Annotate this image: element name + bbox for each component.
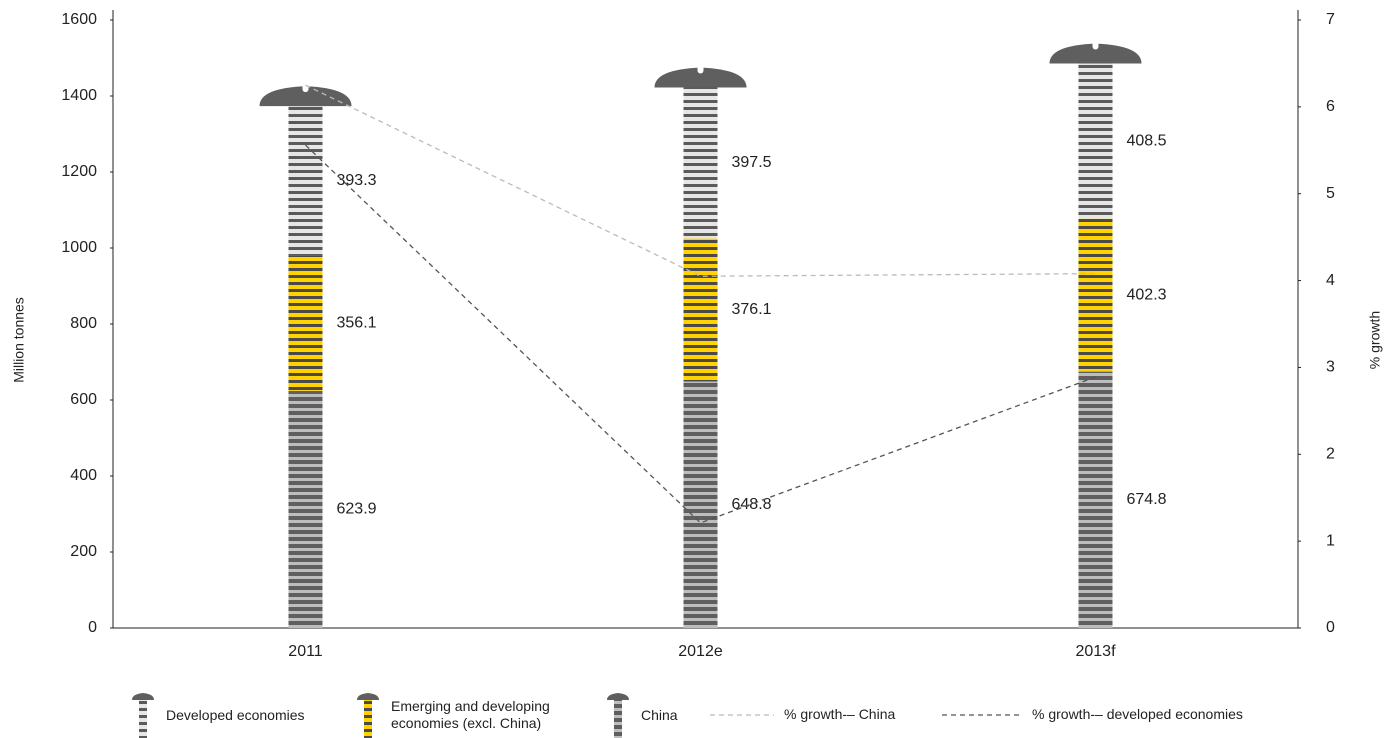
x-tick-label: 2012e: [678, 643, 723, 660]
chart: Million tonnes % growth 0 200 400 600 800 100…: [11, 10, 1383, 660]
legend-screw-body: [139, 700, 147, 738]
y-tick-label: 1600: [61, 11, 97, 28]
legend-icon: [357, 693, 379, 738]
legend-icon: [942, 713, 1022, 716]
screw-head: [259, 86, 352, 107]
screw-head: [1049, 43, 1142, 64]
value-label: 397.5: [732, 154, 772, 171]
x-tick-label: 2013f: [1075, 643, 1116, 660]
value-label: 402.3: [1127, 286, 1167, 303]
bar-segment: [1078, 63, 1113, 219]
legend-item: China: [605, 692, 678, 738]
y2-tick-label: 7: [1326, 11, 1335, 28]
y-axis-title: Million tonnes: [11, 297, 27, 383]
bar-segment: [683, 381, 718, 628]
value-label: 674.8: [1127, 491, 1167, 508]
x-tick-label: 2011: [288, 643, 323, 660]
legend-icon: [710, 713, 774, 716]
y2-tick-label: 2: [1326, 446, 1335, 463]
screw-notch: [1092, 39, 1099, 50]
y-tick-label: 1400: [61, 87, 97, 104]
legend-icon: [132, 693, 154, 738]
y-tick-label: 200: [70, 543, 97, 560]
y2-tick-label: 1: [1326, 532, 1335, 549]
growth-line: [305, 84, 1096, 277]
value-label: 376.1: [732, 301, 772, 318]
legend-screw-head: [132, 693, 154, 700]
legend-screw-body: [364, 700, 372, 738]
legend-label: Developed economies: [166, 706, 305, 723]
y-tick-label: 1200: [61, 163, 97, 180]
y2-tick-label: 0: [1326, 619, 1335, 636]
legend: Developed economies Emerging and developi…: [0, 688, 1388, 738]
legend-item: Emerging and developing economies (excl.…: [355, 692, 581, 738]
screw-head: [654, 67, 747, 88]
legend-label: % growth-– China: [784, 706, 896, 722]
legend-item: Developed economies: [130, 692, 305, 738]
y2-tick-label: 6: [1326, 98, 1335, 115]
legend-label: % growth-– developed economies: [1032, 706, 1243, 722]
legend-screw-head: [357, 693, 379, 700]
y-tick-label: 400: [70, 467, 97, 484]
value-label: 393.3: [337, 172, 377, 189]
value-label: 648.8: [732, 496, 772, 513]
legend-label: China: [641, 706, 678, 723]
bar-segment: [1078, 371, 1113, 628]
value-label: 408.5: [1127, 132, 1167, 149]
y-tick-label: 800: [70, 315, 97, 332]
bar-segment: [683, 238, 718, 382]
legend-label: Emerging and developing economies (excl.…: [391, 698, 550, 731]
bar-segment: [1078, 218, 1113, 372]
growth-line: [305, 144, 1096, 524]
y2-tick-label: 5: [1326, 185, 1335, 202]
legend-icon: [607, 693, 629, 738]
y2-tick-label: 4: [1326, 272, 1335, 289]
bar-segment: [683, 87, 718, 239]
y2-axis-title: % growth: [1367, 311, 1383, 369]
screw-notch: [697, 63, 704, 74]
y-tick-label: 600: [70, 391, 97, 408]
value-label: 623.9: [337, 501, 377, 518]
value-label: 356.1: [337, 314, 377, 331]
legend-screw-head: [607, 693, 629, 700]
legend-item: % growth-– China: [710, 706, 895, 723]
bar-segment: [288, 255, 323, 391]
y2-tick-label: 3: [1326, 359, 1335, 376]
legend-screw-body: [614, 700, 622, 738]
screw-notch: [302, 82, 309, 93]
bar-segment: [288, 390, 323, 628]
y-tick-label: 0: [88, 619, 97, 636]
y-tick-label: 1000: [61, 239, 97, 256]
legend-item: % growth-– developed economies: [942, 706, 1243, 723]
bar-segment: [288, 106, 323, 256]
